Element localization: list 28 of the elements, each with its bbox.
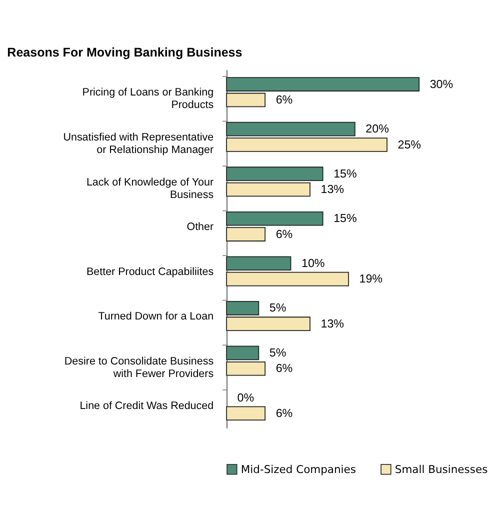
data-label: 20%	[366, 122, 389, 136]
bar	[226, 406, 266, 421]
legend-label: Mid-Sized Companies	[240, 462, 356, 476]
y-tick-label: Lack of Knowledge of Your Business	[86, 176, 214, 201]
y-tick-label: Turned Down for a Loan	[98, 310, 214, 323]
data-label: 5%	[269, 346, 286, 360]
data-label: 0%	[237, 391, 254, 404]
data-label: 15%	[334, 167, 357, 180]
data-label: 30%	[430, 78, 454, 91]
data-label: 6%	[276, 228, 293, 241]
data-label: 13%	[320, 183, 344, 196]
y-tick-label: Other	[186, 221, 214, 234]
y-tick-label: Pricing of Loans or Banking Products	[82, 86, 214, 112]
legend-label: Small Businesses	[394, 462, 488, 476]
data-label: 13%	[320, 317, 344, 330]
data-label: 6%	[276, 362, 293, 376]
data-label: 6%	[276, 94, 293, 107]
y-tick-label: Unsatisfied with Representative or Relationship Manager	[63, 131, 214, 156]
data-label: 5%	[269, 302, 286, 315]
y-tick-label: Line of Credit Was Reduced	[80, 400, 214, 412]
y-tick-label: Desire to Consolidate Business with Fewer Providers	[64, 355, 214, 380]
text: Reasons For Moving Banking Business	[7, 45, 242, 60]
data-label: 25%	[398, 138, 422, 152]
data-label: 10%	[301, 256, 325, 270]
data-label: 6%	[276, 406, 293, 420]
y-tick-label: Better Product Capabiliites	[86, 266, 214, 278]
data-label: 15%	[334, 212, 357, 226]
data-label: 19%	[359, 272, 383, 286]
